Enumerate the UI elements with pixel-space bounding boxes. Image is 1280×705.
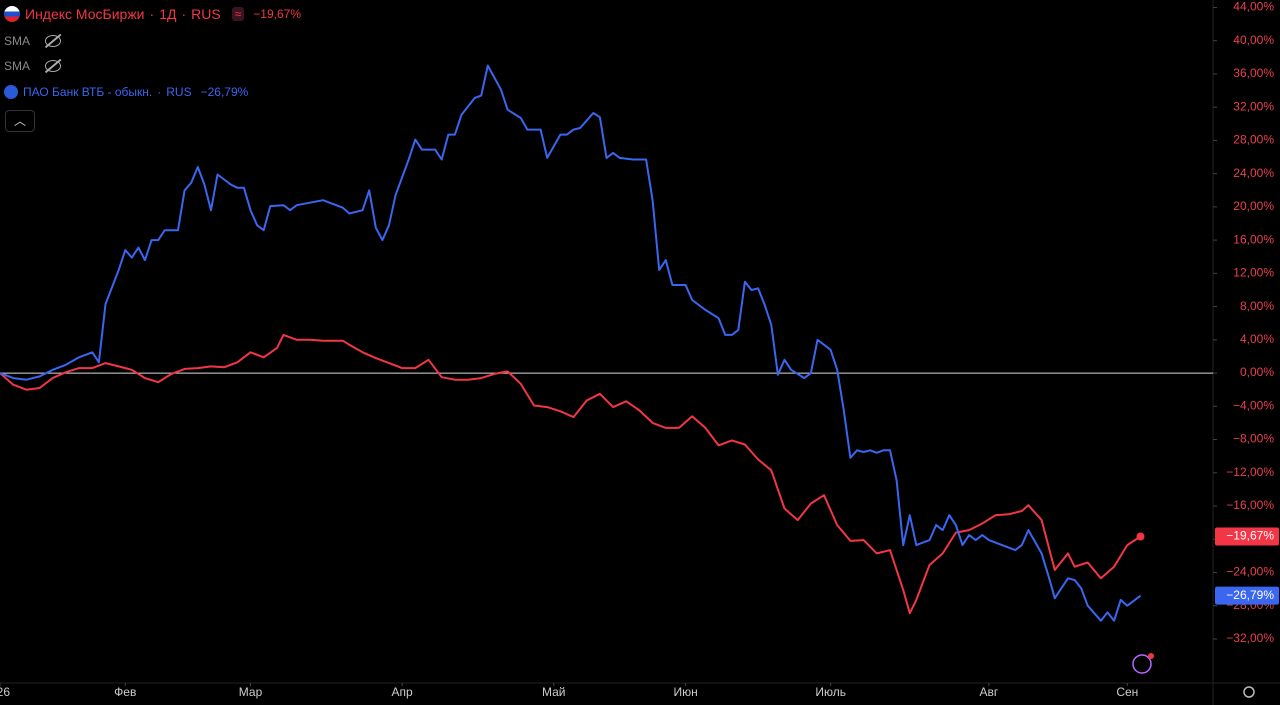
y-tick-label: 12,00% — [1233, 266, 1274, 280]
compare-icon: ≈ — [231, 7, 245, 21]
exchange: RUS — [166, 85, 192, 99]
series-line — [0, 64, 1142, 622]
y-tick-label: −12,00% — [1226, 465, 1274, 479]
change-label: −26,79% — [200, 85, 249, 99]
price-badge-label: −26,79% — [1226, 588, 1274, 602]
indicator-name: SMA — [4, 34, 31, 48]
interval: 1Д — [159, 6, 177, 22]
y-tick-label: −16,00% — [1226, 498, 1274, 512]
vtb-icon — [4, 85, 18, 99]
exchange: RUS — [191, 6, 221, 22]
series-line — [0, 333, 1142, 615]
y-tick-label: 44,00% — [1233, 0, 1274, 14]
flag-icon — [4, 6, 20, 22]
y-tick-label: 28,00% — [1233, 133, 1274, 147]
y-tick-label: 16,00% — [1233, 232, 1274, 246]
y-tick-label: 36,00% — [1233, 66, 1274, 80]
separator: · — [157, 85, 162, 99]
series-name: ПАО Банк ВТБ - обыкн. — [23, 85, 153, 99]
indicator-name: SMA — [4, 59, 31, 73]
x-tick-label: 26 — [0, 685, 10, 699]
y-tick-label: −32,00% — [1226, 631, 1274, 645]
x-tick-label: Июль — [815, 685, 846, 699]
y-tick-label: 0,00% — [1240, 365, 1274, 379]
y-tick-label: 40,00% — [1233, 33, 1274, 47]
legend-main[interactable]: Индекс МосБиржи · 1Д · RUS ≈ −19,67% — [4, 6, 301, 22]
indicator[interactable]: SMA — [4, 59, 62, 73]
separator: · — [181, 6, 187, 22]
collapse-button[interactable]: ︿ — [5, 110, 35, 132]
separator: · — [149, 6, 155, 22]
y-tick-label: −4,00% — [1233, 398, 1274, 412]
flash-icon — [1132, 654, 1152, 674]
flash-dot — [1148, 653, 1154, 659]
last-point — [1136, 532, 1145, 541]
y-tick-label: 4,00% — [1240, 332, 1274, 346]
x-tick-label: Июн — [673, 685, 697, 699]
change-label: −19,67% — [253, 7, 302, 21]
x-tick-label: Фев — [114, 685, 136, 699]
legend-compare[interactable]: ПАО Банк ВТБ - обыкн. · RUS −26,79% — [4, 85, 248, 99]
x-tick-label: Мар — [239, 685, 263, 699]
y-tick-label: −8,00% — [1233, 432, 1274, 446]
y-tick-label: 8,00% — [1240, 299, 1274, 313]
hidden-icon — [45, 60, 62, 72]
hidden-icon — [45, 35, 62, 47]
series-name: Индекс МосБиржи — [25, 6, 145, 22]
price-badge — [1215, 586, 1279, 605]
y-tick-label: 32,00% — [1233, 99, 1274, 113]
x-tick-label: Сен — [1116, 685, 1138, 699]
x-tick-label: Апр — [392, 685, 414, 699]
y-tick-label: −24,00% — [1226, 565, 1274, 579]
x-tick-label: Авг — [979, 685, 998, 699]
price-badge — [1215, 527, 1279, 546]
y-tick-label: 20,00% — [1233, 199, 1274, 213]
y-tick-label: 24,00% — [1233, 166, 1274, 180]
x-tick-label: Май — [542, 685, 566, 699]
indicator[interactable]: SMA — [4, 34, 62, 48]
gear-icon — [1243, 686, 1255, 698]
price-badge-label: −19,67% — [1226, 529, 1274, 543]
